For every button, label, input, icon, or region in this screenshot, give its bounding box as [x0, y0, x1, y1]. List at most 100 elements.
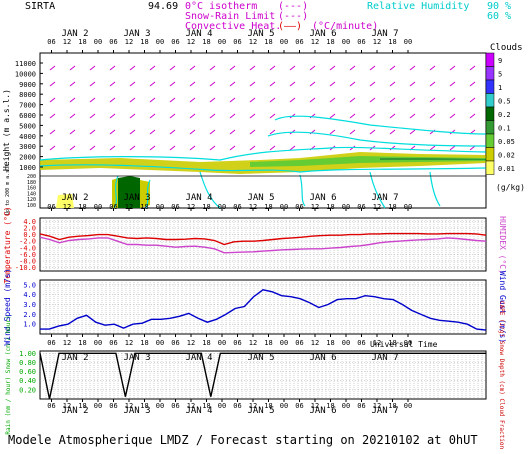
- day-label: JAN 5: [247, 353, 274, 363]
- time-tick-label: 00: [404, 203, 412, 211]
- wind-barb: [269, 145, 276, 151]
- wind-barb: [369, 97, 376, 103]
- wind-barb: [209, 65, 216, 71]
- time-tick-label: 06: [47, 203, 55, 211]
- wind-barb: [269, 81, 276, 87]
- height-tick-label: 180: [27, 180, 36, 186]
- clouds-legend-unit: (g/kg): [496, 183, 525, 192]
- time-tick-label: 00: [94, 402, 102, 410]
- time-tick-label: 18: [202, 402, 210, 410]
- time-tick-label: 00: [342, 402, 350, 410]
- wind-barb: [449, 145, 456, 151]
- height-tick-label: 8000: [19, 91, 36, 99]
- time-tick-label: 06: [171, 203, 179, 211]
- wind-barb: [109, 113, 116, 119]
- wind-barb: [329, 129, 336, 135]
- legend-level-label: 9: [498, 57, 502, 65]
- wind-barb: [149, 129, 156, 135]
- y-tick-label: 3.0: [23, 301, 36, 309]
- time-tick-label: 06: [171, 38, 179, 46]
- time-tick-label: 00: [280, 402, 288, 410]
- time-tick-label: 18: [202, 339, 210, 347]
- wind-barb: [49, 145, 56, 151]
- mid-time-axis: 06 12 18 00 JAN 2 06 12 18 00 JAN 3 06 12 18 00 JAN 4 0…: [47, 193, 412, 211]
- time-tick-label: 18: [140, 38, 148, 46]
- time-tick-label: 06: [295, 402, 303, 410]
- y-tick-label: 0.80: [19, 359, 36, 367]
- wind-barb: [349, 129, 356, 135]
- time-tick-label: 00: [218, 203, 226, 211]
- time-tick-label: 12: [311, 339, 319, 347]
- time-tick-label: 00: [404, 339, 412, 347]
- day-label: JAN 7: [371, 193, 398, 203]
- humidity-contour: [39, 164, 487, 173]
- time-tick-label: 00: [404, 402, 412, 410]
- wind-barb: [149, 65, 156, 71]
- wind-barb: [49, 129, 56, 135]
- time-tick-label: 12: [63, 402, 71, 410]
- wind-barb: [69, 65, 76, 71]
- cape-axis-label: CAPE (J/g) Snow Depth (cm) Cloud Fractio…: [498, 301, 505, 449]
- day-label: JAN 6: [309, 29, 336, 39]
- wind-barb: [129, 65, 136, 71]
- time-tick-label: 18: [326, 203, 334, 211]
- time-tick-label: 12: [187, 38, 195, 46]
- wind-barb: [349, 65, 356, 71]
- y-tick-label: -6.0: [19, 251, 36, 259]
- wind-barb: [369, 113, 376, 119]
- legend-level-label: 1: [498, 84, 502, 92]
- wind-barb: [429, 113, 436, 119]
- height-tick-label: 10000: [15, 70, 36, 78]
- wind-barb: [369, 65, 376, 71]
- wind-barb: [389, 65, 396, 71]
- time-tick-label: 06: [233, 203, 241, 211]
- day-label: JAN 4: [185, 353, 212, 363]
- wind-barb: [389, 81, 396, 87]
- convective-label: Convective Heat.: [185, 21, 281, 32]
- wind-barb: [429, 145, 436, 151]
- time-tick-label: 18: [264, 38, 272, 46]
- day-label: JAN 4: [185, 193, 212, 203]
- humidity-contour: [267, 131, 487, 147]
- time-tick-label: 12: [63, 339, 71, 347]
- height-axis-label-low: Up to 200 m a.s.l.: [5, 161, 11, 215]
- wind-barb: [409, 113, 416, 119]
- wind-barb: [269, 97, 276, 103]
- y-tick-label: 2.0: [23, 224, 36, 232]
- rh-label: Relative Humidity: [367, 1, 469, 12]
- wind-frame: [39, 279, 487, 335]
- wind-barb: [349, 113, 356, 119]
- time-tick-label: 12: [187, 203, 195, 211]
- wind-barb: [469, 81, 476, 87]
- time-tick-label: 18: [140, 402, 148, 410]
- time-tick-label: 00: [94, 203, 102, 211]
- cloud-layers: [40, 152, 486, 208]
- time-tick-label: 18: [388, 203, 396, 211]
- y-tick-label: 2.0: [23, 311, 36, 319]
- day-label: JAN 3: [123, 193, 150, 203]
- time-tick-label: 06: [109, 339, 117, 347]
- day-label: JAN 3: [123, 353, 150, 363]
- legend-level-label: 0.5: [498, 98, 511, 106]
- height-tick-label: 11000: [15, 60, 36, 68]
- clouds-legend-title: Clouds: [490, 43, 523, 53]
- legend-level-label: 0.1: [498, 125, 511, 133]
- time-tick-label: 06: [109, 203, 117, 211]
- rh-90: 90 %: [487, 1, 511, 12]
- time-axis-label: Universal Time: [370, 340, 438, 349]
- cloud-layer-dark: [380, 158, 486, 160]
- height-tick-label: 4000: [19, 133, 36, 141]
- time-tick-label: 00: [342, 38, 350, 46]
- low-cloud-patch: [56, 194, 74, 208]
- convective-cloud: [118, 176, 140, 208]
- time-tick-label: 12: [187, 339, 195, 347]
- rh-60: 60 %: [487, 11, 511, 22]
- time-tick-label: 12: [125, 38, 133, 46]
- time-tick-label: 06: [47, 339, 55, 347]
- day-label: JAN 5: [247, 193, 274, 203]
- wind-barb: [49, 113, 56, 119]
- time-tick-label: 12: [125, 203, 133, 211]
- wind-barb: [49, 97, 56, 103]
- wind-barb: [289, 81, 296, 87]
- wind-barb: [329, 65, 336, 71]
